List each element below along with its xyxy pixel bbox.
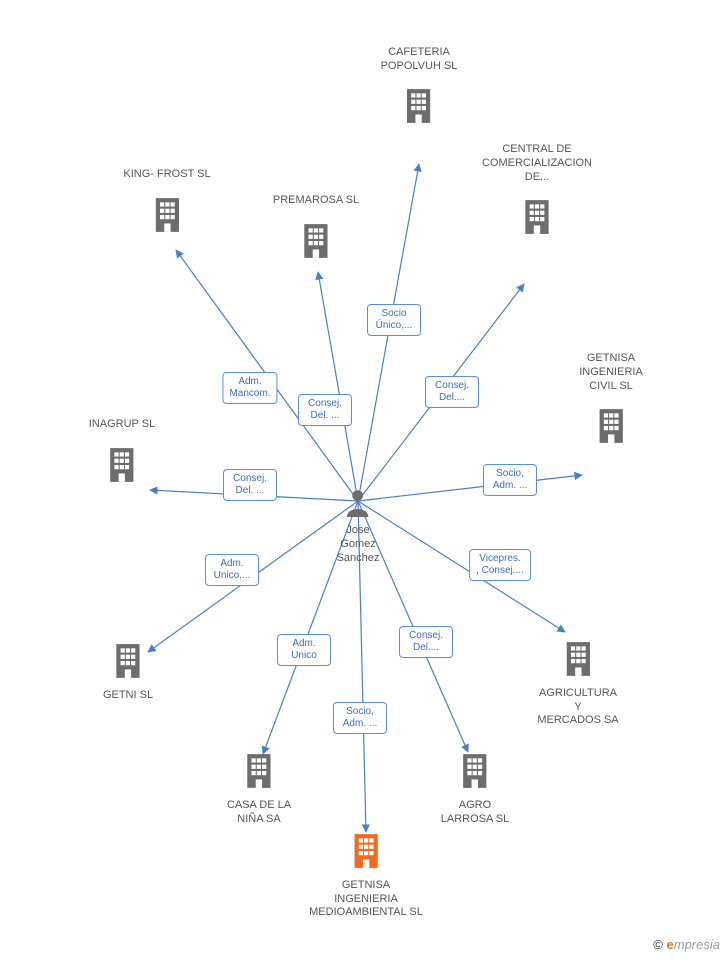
company-label: AGRICULTURAYMERCADOS SA xyxy=(537,687,618,728)
center-label: JoseGomezSanchez xyxy=(337,524,380,565)
company-label: CAFETERIAPOPOLVUH SL xyxy=(381,46,458,74)
company-node[interactable]: GETNISAINGENIERIAMEDIOAMBIENTAL SL xyxy=(309,832,423,920)
company-node[interactable]: CENTRAL DECOMERCIALIZACIONDE... xyxy=(482,139,592,241)
company-node[interactable]: CASA DE LANIÑA SA xyxy=(227,752,291,826)
edge-label[interactable]: Consej. Del. ... xyxy=(223,469,277,501)
edge-label[interactable]: Adm. Mancom. xyxy=(222,372,277,404)
network-diagram: CAFETERIAPOPOLVUH SL KING- FROST SL PREM… xyxy=(0,0,728,960)
company-label: KING- FROST SL xyxy=(123,168,210,182)
company-label: PREMAROSA SL xyxy=(273,194,359,208)
company-label: GETNISAINGENIERIACIVIL SL xyxy=(579,352,643,393)
copyright-symbol: © xyxy=(653,937,663,952)
company-node[interactable]: AGRICULTURAYMERCADOS SA xyxy=(537,640,618,728)
company-label: CASA DE LANIÑA SA xyxy=(227,799,291,827)
company-label: CENTRAL DECOMERCIALIZACIONDE... xyxy=(482,143,592,184)
company-node[interactable]: KING- FROST SL xyxy=(123,164,210,238)
company-node[interactable]: AGROLARROSA SL xyxy=(441,752,509,826)
brand-rest: mpresia xyxy=(674,937,720,952)
edge-label[interactable]: Consej. Del.... xyxy=(399,626,453,658)
company-label: AGROLARROSA SL xyxy=(441,799,509,827)
company-label: INAGRUP SL xyxy=(89,418,155,432)
edge-label[interactable]: Adm. Unico,... xyxy=(205,554,259,586)
edge-label[interactable]: Adm. Unico xyxy=(277,634,331,666)
edge-label[interactable]: Socio Único,... xyxy=(367,304,421,336)
company-label: GETNI SL xyxy=(103,689,153,703)
company-node[interactable]: PREMAROSA SL xyxy=(273,190,359,264)
center-person-node[interactable]: JoseGomezSanchez xyxy=(337,487,380,565)
brand-e: e xyxy=(667,937,674,952)
company-node[interactable]: GETNI SL xyxy=(103,642,153,703)
company-label: GETNISAINGENIERIAMEDIOAMBIENTAL SL xyxy=(309,879,423,920)
edge-label[interactable]: Socio, Adm. ... xyxy=(333,702,387,734)
edge-label[interactable]: Consej. Del.... xyxy=(425,376,479,408)
edge-label[interactable]: Consej. Del. ... xyxy=(298,394,352,426)
edge-label[interactable]: Socio, Adm. ... xyxy=(483,464,537,496)
company-node[interactable]: CAFETERIAPOPOLVUH SL xyxy=(381,42,458,130)
copyright: © empresia xyxy=(653,937,720,952)
company-node[interactable]: GETNISAINGENIERIACIVIL SL xyxy=(579,348,643,450)
company-node[interactable]: INAGRUP SL xyxy=(89,414,155,488)
edge-label[interactable]: Vicepres. , Consej.... xyxy=(469,549,531,581)
